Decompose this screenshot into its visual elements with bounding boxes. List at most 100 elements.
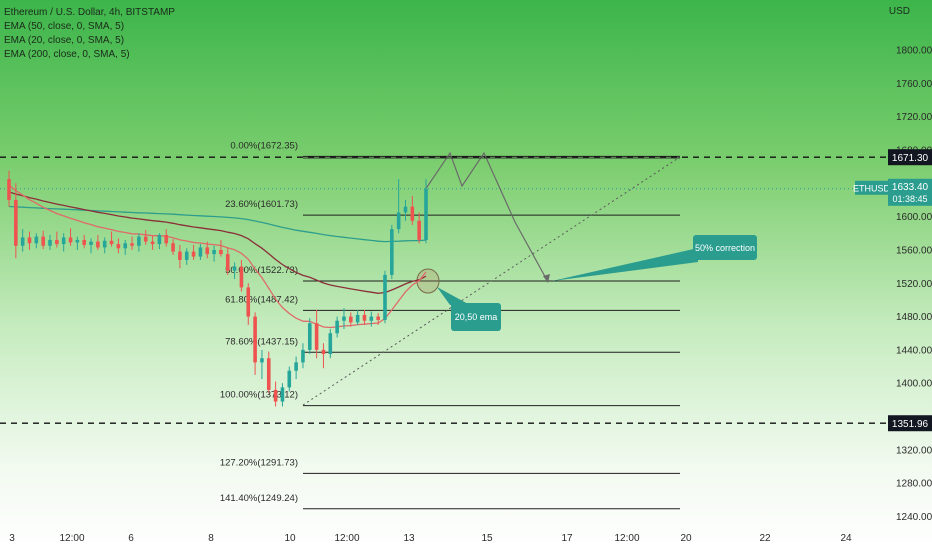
price-tick-label: 1560.00: [896, 245, 932, 256]
ema200-line: [8, 205, 427, 243]
candle-body: [403, 206, 408, 213]
candle-body: [82, 239, 86, 245]
candle-body: [164, 234, 169, 244]
candle-body: [294, 362, 298, 371]
chart-legend: Ethereum / U.S. Dollar, 4h, BITSTAMP EMA…: [4, 6, 175, 62]
candle-body: [260, 358, 264, 363]
candle-body: [417, 220, 421, 240]
ema20-line: [8, 184, 427, 329]
bottom-level-value: 1351.96: [892, 419, 929, 430]
candle-body: [390, 229, 394, 275]
candle-body: [171, 243, 175, 252]
time-tick-label: 22: [759, 533, 771, 544]
indicator-ema50[interactable]: EMA (50, close, 0, SMA, 5): [4, 21, 125, 32]
candle-body: [287, 370, 292, 388]
candle-body: [130, 243, 134, 246]
candle-body: [96, 241, 100, 248]
time-tick-label: 6: [128, 533, 134, 544]
candle-body: [109, 240, 114, 245]
price-tick-label: 1440.00: [896, 345, 932, 356]
fib-label: 23.60%(1601.73): [225, 199, 298, 210]
candle-body: [41, 236, 45, 246]
candle-body: [123, 243, 128, 249]
candle-body: [184, 251, 189, 260]
projection-path: [424, 151, 549, 283]
candle-body: [328, 333, 333, 355]
time-tick-label: 24: [840, 533, 852, 544]
time-tick-label: 15: [481, 533, 493, 544]
fib-label: 127.20%(1291.73): [220, 457, 298, 468]
time-tick-label: 8: [208, 533, 214, 544]
candle-body: [75, 239, 80, 243]
fib-label: 141.40%(1249.24): [220, 493, 298, 504]
symbol-tag: [855, 180, 888, 195]
correction-note-text: 50% correction: [695, 243, 755, 253]
fib-label: 50.00%(1522.73): [225, 265, 298, 276]
candle-body: [48, 239, 52, 246]
fib-label: 61.80%(1487.42): [225, 294, 298, 305]
time-tick-label: 13: [403, 533, 415, 544]
candle-body: [225, 254, 230, 271]
candle-body: [424, 188, 428, 240]
time-tick-label: 10: [284, 533, 296, 544]
candle-body: [157, 234, 162, 245]
currency-label: USD: [888, 6, 910, 17]
correction-note-pointer: [552, 248, 698, 281]
price-tick-label: 1800.00: [896, 46, 932, 57]
indicator-ema200[interactable]: EMA (200, close, 0, SMA, 5): [4, 49, 130, 60]
candle-body: [314, 323, 319, 350]
candle-body: [369, 316, 374, 321]
price-tick-label: 1760.00: [896, 79, 932, 90]
candle-body: [376, 316, 380, 320]
candle-body: [212, 249, 216, 255]
candle-body: [205, 247, 210, 255]
candle-body: [335, 320, 339, 334]
projection-arrowhead: [543, 274, 550, 283]
candle-body: [410, 206, 415, 221]
candle-body: [239, 266, 244, 288]
candle-body: [362, 314, 367, 321]
ema-cross-circle: [416, 268, 440, 294]
price-tick-label: 1320.00: [896, 445, 932, 456]
ema-note-text: 20,50 ema: [455, 312, 498, 322]
candle-body: [253, 316, 257, 363]
candle-body: [20, 237, 25, 246]
time-tick-label: 20: [680, 533, 692, 544]
candle-body: [321, 349, 326, 355]
top-level-value: 1671.30: [892, 153, 929, 164]
candle-body: [198, 247, 203, 257]
candle-body: [89, 241, 93, 245]
candle-body: [355, 314, 360, 323]
candle-body: [14, 199, 18, 246]
candle-body: [219, 249, 223, 255]
candle-body: [178, 251, 182, 260]
price-tick-label: 1240.00: [896, 512, 932, 523]
price-tick-label: 1280.00: [896, 479, 932, 490]
candle-body: [116, 244, 121, 249]
candle-body: [27, 237, 32, 244]
candle-body: [137, 236, 141, 246]
time-tick-label: 12:00: [614, 533, 639, 544]
ema-note-pointer: [437, 287, 470, 305]
candle-body: [266, 358, 271, 390]
candle-body: [150, 241, 155, 245]
time-tick-label: 3: [9, 533, 15, 544]
candle-body: [68, 237, 73, 243]
candle-body: [232, 266, 237, 271]
candle-body: [349, 316, 353, 323]
candle-body: [383, 274, 387, 320]
fib-label: 78.60%(1437.15): [225, 336, 298, 347]
candle-body: [273, 389, 278, 402]
time-tick-label: 12:00: [59, 533, 84, 544]
indicator-ema20[interactable]: EMA (20, close, 0, SMA, 5): [4, 35, 125, 46]
chart-title: Ethereum / U.S. Dollar, 4h, BITSTAMP: [4, 7, 175, 18]
fib-label: 0.00%(1672.35): [230, 140, 298, 151]
candle-body: [307, 323, 312, 350]
bottom-level-tag: [888, 415, 932, 432]
candle-body: [301, 349, 305, 363]
countdown-value: 01:38:45: [892, 194, 927, 204]
candle-body: [34, 236, 39, 244]
candle-body: [396, 212, 401, 230]
candle-body: [191, 251, 196, 257]
